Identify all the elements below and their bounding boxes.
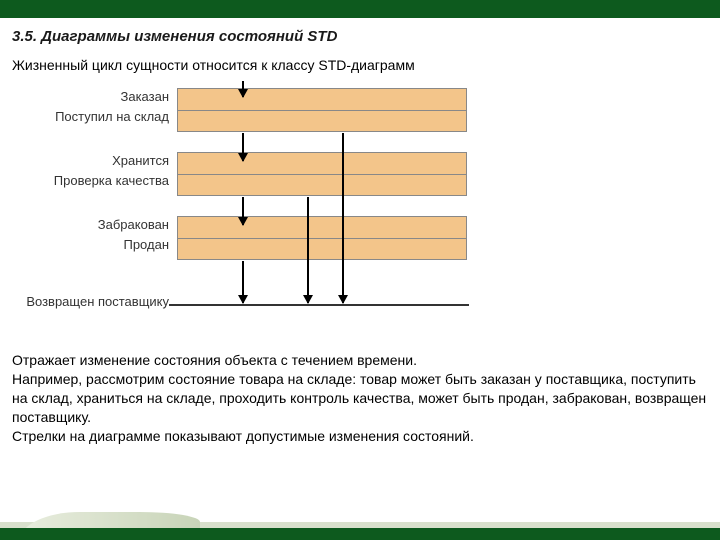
body-p2: Например, рассмотрим состояние товара на… (12, 370, 708, 427)
section-heading: 3.5. Диаграммы изменения состояний STD (12, 28, 708, 45)
transition-arrow (342, 133, 344, 303)
transition-arrow (242, 81, 244, 97)
body-p1: Отражает изменение состояния объекта с т… (12, 351, 708, 370)
state-label: Возвращен поставщику (26, 294, 169, 309)
state-label: Проверка качества (54, 173, 169, 188)
state-bar-divider (177, 238, 467, 239)
state-label: Забракован (98, 217, 169, 232)
baseline (169, 304, 469, 306)
state-label: Хранится (112, 153, 169, 168)
body-text: Отражает изменение состояния объекта с т… (12, 351, 708, 445)
content: 3.5. Диаграммы изменения состояний STD Ж… (0, 18, 720, 445)
std-diagram: Заказан Поступил на склад Хранится Проверка… (12, 81, 492, 331)
transition-arrow (242, 261, 244, 303)
transition-arrow (242, 133, 244, 161)
body-p3: Стрелки на диаграмме показывают допустим… (12, 427, 708, 446)
intro-text: Жизненный цикл сущности относится к клас… (12, 57, 708, 73)
footer-dark-bar (0, 528, 720, 540)
state-label: Поступил на склад (55, 109, 169, 124)
footer (0, 512, 720, 540)
transition-arrow (307, 197, 309, 303)
state-label: Заказан (120, 89, 169, 104)
state-bar-divider (177, 110, 467, 111)
state-bar-divider (177, 174, 467, 175)
state-label: Продан (123, 237, 169, 252)
transition-arrow (242, 197, 244, 225)
top-bar (0, 0, 720, 18)
